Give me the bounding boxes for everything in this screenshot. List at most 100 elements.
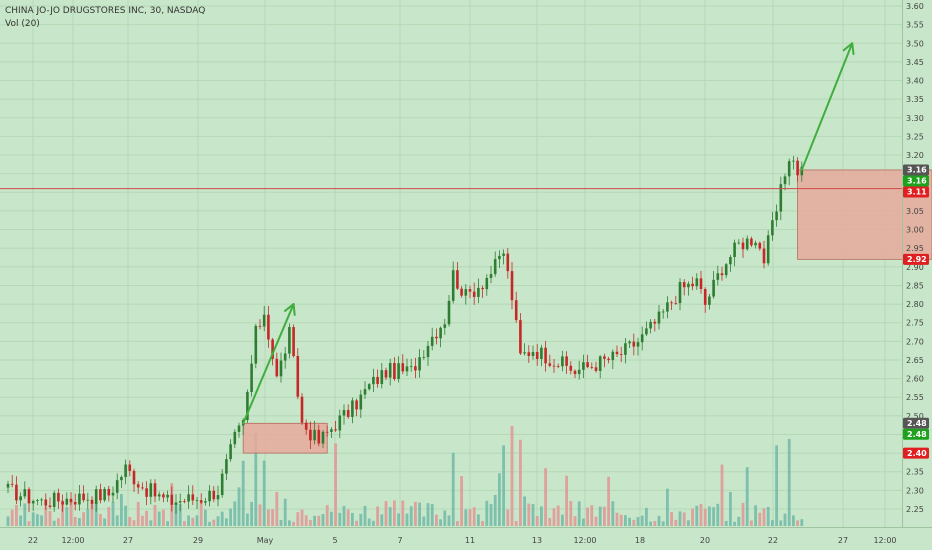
candle-body xyxy=(183,501,186,502)
candle xyxy=(40,497,43,506)
candle-body xyxy=(535,351,539,359)
price-tick-label: 2.70 xyxy=(906,337,924,346)
candle-body xyxy=(493,259,497,275)
candle xyxy=(649,319,652,334)
time-axis[interactable]: 22 12:00 27 29 May 5 7 11 13 12:00 18 20 22 27 12:00 xyxy=(28,536,897,545)
candle xyxy=(191,485,195,505)
risk-zone-1[interactable] xyxy=(242,422,328,454)
candle-body xyxy=(695,278,699,287)
volume-bar xyxy=(477,514,480,526)
candle xyxy=(481,285,484,298)
trend-arrow-2[interactable] xyxy=(800,42,855,171)
price-tick-label: 3.00 xyxy=(906,226,924,235)
volume-bar xyxy=(351,512,354,526)
volume-bar xyxy=(10,509,14,526)
volume-bar xyxy=(456,521,459,526)
candle-body xyxy=(771,220,774,236)
candle-body xyxy=(624,343,627,355)
volume-bar xyxy=(762,508,766,526)
volume-bar xyxy=(73,516,77,526)
candle-body xyxy=(750,238,753,246)
candle-body xyxy=(758,242,762,249)
time-tick-label: 18 xyxy=(635,536,645,545)
candle-body xyxy=(90,499,94,504)
candle xyxy=(15,476,18,504)
time-tick-label: 5 xyxy=(332,536,337,545)
candle-body xyxy=(430,336,434,346)
candle xyxy=(615,345,619,358)
volume-bar xyxy=(65,507,69,526)
candle xyxy=(687,281,690,296)
candle-body xyxy=(481,287,484,290)
candle xyxy=(498,250,501,268)
volume-bar xyxy=(162,509,165,526)
volume-bar xyxy=(6,516,10,526)
volume-indicator-label[interactable]: Vol (20) xyxy=(5,19,40,29)
candle-body xyxy=(153,483,157,497)
candle xyxy=(523,343,526,356)
candle xyxy=(468,285,472,299)
candle xyxy=(460,286,463,298)
candle xyxy=(199,493,203,505)
candle-body xyxy=(741,242,745,250)
candle-body xyxy=(27,489,31,504)
candle-body xyxy=(69,498,73,502)
volume-bar xyxy=(414,501,417,526)
candle-body xyxy=(523,352,526,354)
price-badge-red: 2.40 xyxy=(903,447,929,459)
volume-bar xyxy=(695,505,699,526)
volume-bar xyxy=(510,426,514,526)
candle-body xyxy=(15,484,18,501)
candle-body xyxy=(10,483,14,485)
candle-body xyxy=(384,370,388,378)
price-badge-label: 3.16 xyxy=(907,177,927,186)
candle-body xyxy=(115,480,119,493)
candle xyxy=(506,248,510,279)
candle xyxy=(540,344,543,367)
candle xyxy=(691,276,694,291)
candle-body xyxy=(233,431,237,445)
candle-body xyxy=(548,363,552,366)
candle xyxy=(250,355,253,397)
candle-body xyxy=(128,464,132,471)
volume-bar xyxy=(535,515,539,526)
candle-body xyxy=(309,429,312,441)
price-tick-label: 2.30 xyxy=(906,486,924,495)
candle xyxy=(246,389,249,423)
volume-bar xyxy=(94,502,98,526)
volume-bar xyxy=(128,517,132,526)
candle xyxy=(548,354,552,368)
candle-body xyxy=(229,444,232,460)
trend-arrow-1[interactable] xyxy=(242,303,296,425)
candle xyxy=(657,305,661,330)
volume-bar xyxy=(619,514,623,526)
candle xyxy=(359,389,363,418)
price-tick-label: 3.05 xyxy=(906,207,924,216)
candle xyxy=(771,211,774,241)
volume-bar xyxy=(540,506,543,526)
candle-body xyxy=(603,356,606,359)
candle-body xyxy=(418,357,421,371)
candle-body xyxy=(283,353,287,361)
candle-body xyxy=(666,302,669,312)
candle xyxy=(741,237,745,258)
candle-body xyxy=(439,327,442,339)
volume-bar xyxy=(687,520,690,526)
volume-bar xyxy=(23,503,27,526)
candle xyxy=(607,356,610,364)
price-badge-red: 2.92 xyxy=(903,253,929,265)
candle xyxy=(729,254,732,272)
candle xyxy=(65,492,69,507)
candle xyxy=(569,361,573,375)
candle-body xyxy=(338,415,342,431)
candle xyxy=(86,492,90,510)
volume-bar xyxy=(779,520,783,526)
candle xyxy=(779,176,783,221)
candle-layer xyxy=(6,156,804,515)
candle-body xyxy=(800,166,804,176)
price-badge-bg xyxy=(903,186,929,198)
candle xyxy=(674,295,678,305)
volume-bar xyxy=(237,487,241,526)
volume-bar xyxy=(367,518,371,526)
